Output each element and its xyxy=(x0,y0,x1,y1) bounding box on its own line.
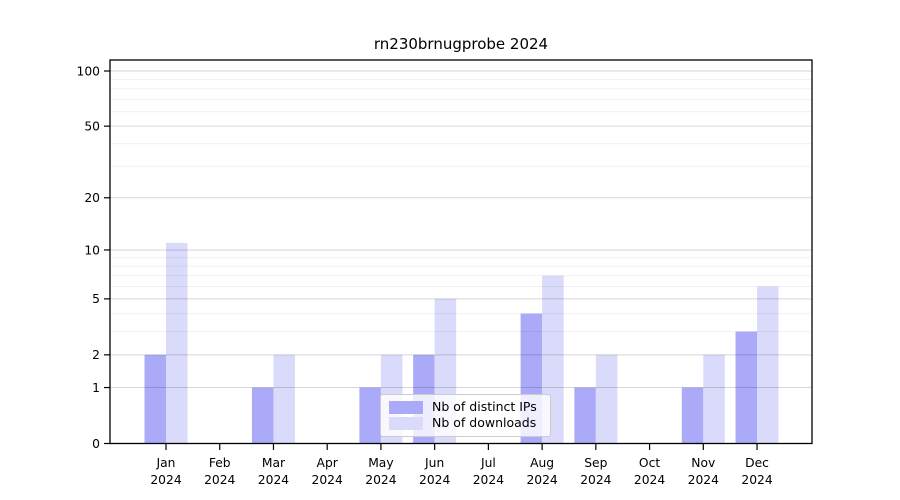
bar-downloads-mar xyxy=(273,354,295,444)
x-tick-label-year: 2024 xyxy=(688,473,719,487)
y-tick-label: 10 xyxy=(84,243,100,257)
bar-ips-jan xyxy=(144,354,166,444)
legend-swatch-downloads xyxy=(389,417,423,430)
x-tick-label-year: 2024 xyxy=(258,473,289,487)
x-tick-label-month: Aug xyxy=(530,456,554,470)
x-tick-label-year: 2024 xyxy=(312,473,343,487)
bar-ips-mar xyxy=(251,387,274,444)
x-tick-label-year: 2024 xyxy=(150,473,181,487)
x-tick-label-year: 2024 xyxy=(580,473,611,487)
legend-label-ips: Nb of distinct IPs xyxy=(432,399,537,415)
x-tick-label-year: 2024 xyxy=(473,473,504,487)
x-tick-label-year: 2024 xyxy=(204,473,235,487)
bar-downloads-jan xyxy=(166,242,188,444)
x-tick-label-month: Sep xyxy=(584,456,607,470)
x-tick-label-year: 2024 xyxy=(365,473,396,487)
chart-title: rn230brnugprobe 2024 xyxy=(373,35,549,53)
bar-ips-nov xyxy=(681,387,704,444)
legend-item-downloads: Nb of downloads xyxy=(389,416,537,431)
x-tick-label-year: 2024 xyxy=(634,473,665,487)
x-tick-label-month: Jun xyxy=(424,456,444,470)
x-tick-label-month: Mar xyxy=(262,456,286,470)
bar-downloads-sep xyxy=(595,354,618,444)
bar-downloads-dec xyxy=(757,286,779,444)
x-tick-label-month: May xyxy=(368,456,393,470)
bar-downloads-nov xyxy=(703,354,725,444)
bar-ips-sep xyxy=(574,387,596,444)
y-axis: 0 1 2 5 10 20 50 100 xyxy=(77,64,110,451)
x-tick-label-month: Jan xyxy=(156,456,176,470)
x-axis: Jan 2024 Feb 2024 Mar 2024 Apr 2024 May 2024 Jun 20… xyxy=(150,443,773,487)
y-tick-label: 0 xyxy=(92,437,100,451)
x-tick-label-month: Dec xyxy=(745,456,769,470)
legend: Nb of distinct IPs Nb of downloads xyxy=(380,394,551,437)
bar-ips-dec xyxy=(735,331,758,444)
y-gridlines-minor xyxy=(110,78,812,333)
x-tick-label-month: Nov xyxy=(691,456,715,470)
y-tick-label: 100 xyxy=(77,64,100,78)
x-tick-label-month: Apr xyxy=(317,456,339,470)
x-tick-label-year: 2024 xyxy=(741,473,772,487)
legend-label-downloads: Nb of downloads xyxy=(432,415,537,431)
x-tick-label-year: 2024 xyxy=(526,473,557,487)
legend-swatch-ips xyxy=(389,401,423,414)
y-tick-label: 20 xyxy=(84,191,100,205)
y-tick-label: 5 xyxy=(92,292,100,306)
y-tick-label: 2 xyxy=(92,348,100,362)
x-tick-label-month: Jul xyxy=(480,456,496,470)
legend-item-distinct-ips: Nb of distinct IPs xyxy=(389,400,537,415)
x-tick-label-month: Oct xyxy=(639,456,660,470)
x-tick-label-year: 2024 xyxy=(419,473,450,487)
x-tick-label-month: Feb xyxy=(209,456,231,470)
plot-frame xyxy=(109,59,813,445)
y-tick-label: 50 xyxy=(84,119,100,133)
y-tick-label: 1 xyxy=(92,381,100,395)
bar-ips-may xyxy=(359,387,381,444)
y-gridlines-major xyxy=(110,70,812,389)
